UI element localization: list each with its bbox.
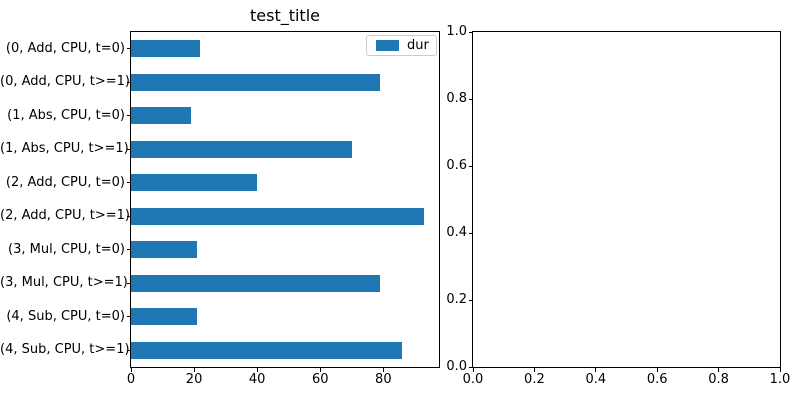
x-tick-mark	[130, 368, 132, 372]
y-tick-label: 0.2	[446, 292, 467, 307]
x-tick-mark	[656, 368, 658, 372]
y-tick-label: 0.6	[446, 158, 467, 173]
bar-dur	[131, 174, 258, 192]
bar-dur	[131, 341, 403, 359]
x-tick-label: 0.4	[585, 372, 607, 387]
chart-title: test_title	[249, 6, 320, 25]
bar-dur	[131, 207, 425, 225]
y-tick-mark	[468, 31, 472, 33]
x-tick-mark	[472, 368, 474, 372]
y-tick-mark	[126, 48, 130, 50]
x-tick-label: 20	[185, 372, 203, 387]
y-tick-mark	[468, 165, 472, 167]
y-tick-label: 0.4	[446, 225, 467, 240]
y-tick-mark	[126, 148, 130, 150]
x-tick-mark	[193, 368, 195, 372]
y-tick-mark	[126, 249, 130, 251]
x-tick-label: 0	[126, 372, 136, 387]
right-axes-plot-area	[472, 31, 781, 368]
y-axis-category-label: (2, Add, CPU, t=0)	[5, 174, 125, 190]
legend-swatch-icon	[376, 40, 399, 51]
x-tick-mark	[718, 368, 720, 372]
y-axis-category-label: (1, Abs, CPU, t>=1)	[0, 141, 129, 157]
y-tick-mark	[126, 316, 130, 318]
x-tick-mark	[595, 368, 597, 372]
x-tick-label: 40	[248, 372, 266, 387]
bar-dur	[131, 73, 381, 91]
legend-label: dur	[407, 38, 429, 53]
bar-dur	[131, 40, 201, 58]
x-tick-label: 0.6	[646, 372, 668, 387]
x-tick-label: 0.8	[708, 372, 729, 387]
y-axis-category-label: (2, Add, CPU, t>=1)	[0, 208, 130, 224]
bar-dur	[131, 241, 198, 259]
y-axis-category-label: (3, Mul, CPU, t=0)	[8, 241, 125, 257]
x-tick-label: 0.2	[524, 372, 545, 387]
x-tick-label: 1.0	[769, 372, 791, 387]
x-tick-label: 80	[375, 372, 392, 387]
y-axis-category-label: (0, Add, CPU, t=0)	[5, 40, 125, 56]
x-tick-mark	[382, 368, 384, 372]
x-tick-label: 60	[311, 372, 329, 387]
legend: dur	[366, 35, 437, 56]
y-tick-mark	[468, 98, 472, 100]
bar-dur	[131, 140, 352, 158]
y-tick-mark	[126, 215, 130, 217]
y-tick-mark	[468, 232, 472, 234]
left-axes-plot-area	[130, 31, 440, 368]
x-tick-mark	[533, 368, 535, 372]
y-tick-mark	[126, 81, 130, 83]
x-tick-label: 0.0	[462, 372, 484, 387]
y-axis-category-label: (0, Add, CPU, t>=1)	[0, 74, 130, 90]
x-tick-mark	[256, 368, 258, 372]
y-tick-mark	[126, 282, 130, 284]
y-tick-mark	[126, 182, 130, 184]
y-tick-label: 0.8	[446, 91, 467, 106]
y-axis-category-label: (1, Abs, CPU, t=0)	[7, 107, 125, 123]
bar-dur	[131, 107, 191, 125]
y-axis-category-label: (4, Sub, CPU, t>=1)	[0, 342, 130, 358]
y-axis-category-label: (4, Sub, CPU, t=0)	[6, 308, 125, 324]
y-tick-mark	[468, 299, 472, 301]
y-tick-mark	[468, 366, 472, 368]
y-axis-category-label: (3, Mul, CPU, t>=1)	[0, 275, 128, 291]
y-tick-mark	[126, 115, 130, 117]
bar-dur	[131, 274, 381, 292]
x-tick-mark	[779, 368, 781, 372]
bar-dur	[131, 308, 198, 326]
x-tick-mark	[319, 368, 321, 372]
y-tick-label: 1.0	[446, 24, 467, 39]
y-tick-mark	[126, 349, 130, 351]
y-tick-label: 0.0	[446, 359, 467, 374]
